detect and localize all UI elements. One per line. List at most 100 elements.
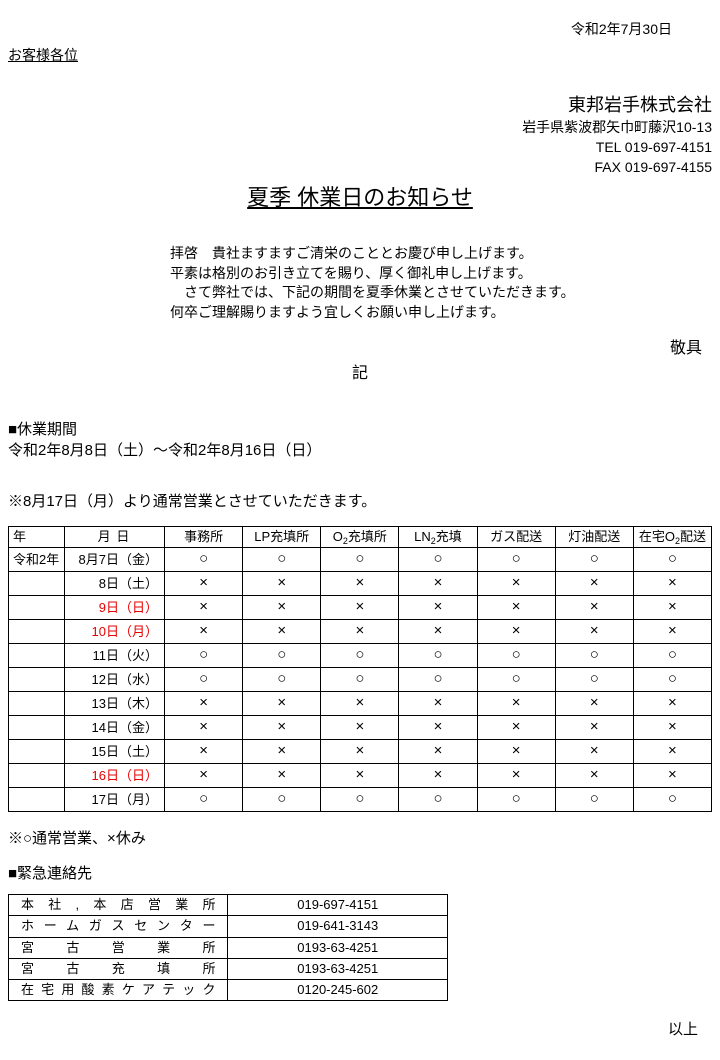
contact-tel: 0193-63-4251 [228,958,448,979]
table-row: 11日（火）○○○○○○○ [9,644,712,668]
status-cell: × [165,572,243,596]
contact-row: ホームガスセンター019-641-3143 [9,916,448,937]
company-address: 岩手県紫波郡矢巾町藤沢10-13 [8,118,712,138]
company-block: 東邦岩手株式会社 岩手県紫波郡矢巾町藤沢10-13 TEL 019-697-41… [8,93,712,177]
schedule-table: 年月日事務所LP充填所O2充填所LN2充填ガス配送灯油配送在宅O2配送 令和2年… [8,526,712,812]
status-cell: ○ [321,788,399,812]
table-row: 14日（金）××××××× [9,716,712,740]
table-row: 10日（月）××××××× [9,620,712,644]
contact-location: 本社,本店営業所 [9,895,228,916]
status-cell: × [633,764,711,788]
status-cell: ○ [399,644,477,668]
contact-tel: 0193-63-4251 [228,937,448,958]
contact-row: 宮古営業所0193-63-4251 [9,937,448,958]
status-cell: × [243,596,321,620]
body-line: 拝啓 貴社ますますご清栄のこととお慶び申し上げます。 [170,244,630,264]
year-cell [9,644,65,668]
contact-row: 在宅用酸素ケアテック0120-245-602 [9,980,448,1001]
status-cell: × [633,620,711,644]
status-cell: × [321,716,399,740]
status-cell: × [321,764,399,788]
contacts-label: ■緊急連絡先 [8,863,712,884]
status-cell: ○ [633,644,711,668]
date-cell: 9日（日） [65,596,165,620]
status-cell: ○ [477,548,555,572]
status-cell: × [165,716,243,740]
date-cell: 11日（火） [65,644,165,668]
year-cell: 令和2年 [9,548,65,572]
status-cell: × [399,692,477,716]
date-cell: 15日（土） [65,740,165,764]
status-cell: × [243,620,321,644]
status-cell: × [399,572,477,596]
schedule-header-cell: LP充填所 [243,527,321,548]
status-cell: × [243,740,321,764]
body-line: 何卒ご理解賜りますよう宜しくお願い申し上げます。 [170,303,630,323]
date-cell: 16日（日） [65,764,165,788]
status-cell: ○ [321,668,399,692]
status-cell: × [555,620,633,644]
status-cell: ○ [165,644,243,668]
status-cell: × [555,596,633,620]
schedule-header-cell: O2充填所 [321,527,399,548]
date-cell: 17日（月） [65,788,165,812]
status-cell: × [321,740,399,764]
status-cell: ○ [243,644,321,668]
status-cell: × [555,764,633,788]
status-cell: × [165,692,243,716]
table-row: 令和2年8月7日（金）○○○○○○○ [9,548,712,572]
status-cell: × [633,740,711,764]
status-cell: ○ [243,548,321,572]
status-cell: × [633,716,711,740]
schedule-header-cell: LN2充填 [399,527,477,548]
holiday-period-section: ■休業期間 令和2年8月8日（土）～令和2年8月16日（日） [8,419,712,461]
contact-row: 本社,本店営業所019-697-4151 [9,895,448,916]
status-cell: × [633,596,711,620]
status-cell: × [321,596,399,620]
contact-table: 本社,本店営業所019-697-4151ホームガスセンター019-641-314… [8,894,448,1001]
body-line: 平素は格別のお引き立てを賜り、厚く御礼申し上げます。 [170,264,630,284]
year-cell [9,596,65,620]
contact-row: 宮古充填所0193-63-4251 [9,958,448,979]
status-cell: × [399,596,477,620]
year-cell [9,620,65,644]
status-cell: × [321,620,399,644]
greeting-body: 拝啓 貴社ますますご清栄のこととお慶び申し上げます。 平素は格別のお引き立てを賜… [90,244,630,322]
year-cell [9,764,65,788]
contact-location: 宮古充填所 [9,958,228,979]
document-date: 令和2年7月30日 [8,20,712,40]
contact-location: ホームガスセンター [9,916,228,937]
table-row: 13日（木）××××××× [9,692,712,716]
legend: ※○通常営業、×休み [8,828,712,849]
status-cell: ○ [555,788,633,812]
status-cell: × [243,764,321,788]
table-row: 17日（月）○○○○○○○ [9,788,712,812]
year-cell [9,788,65,812]
company-fax: FAX 019-697-4155 [8,158,712,178]
status-cell: ○ [555,548,633,572]
status-cell: × [243,716,321,740]
recipient: お客様各位 [8,46,712,66]
status-cell: × [399,740,477,764]
status-cell: × [243,692,321,716]
status-cell: × [399,620,477,644]
status-cell: × [477,572,555,596]
status-cell: × [165,740,243,764]
year-cell [9,572,65,596]
status-cell: ○ [633,548,711,572]
status-cell: ○ [165,668,243,692]
date-cell: 14日（金） [65,716,165,740]
status-cell: × [477,716,555,740]
company-name: 東邦岩手株式会社 [8,93,712,118]
table-row: 8日（土）××××××× [9,572,712,596]
status-cell: × [321,572,399,596]
resume-note: ※8月17日（月）より通常営業とさせていただきます。 [8,491,712,512]
status-cell: × [477,764,555,788]
closing-keigu: 敬具 [8,338,712,360]
date-cell: 13日（木） [65,692,165,716]
date-cell: 12日（水） [65,668,165,692]
status-cell: ○ [555,668,633,692]
schedule-header-cell: 月日 [65,527,165,548]
status-cell: × [555,692,633,716]
year-cell [9,668,65,692]
